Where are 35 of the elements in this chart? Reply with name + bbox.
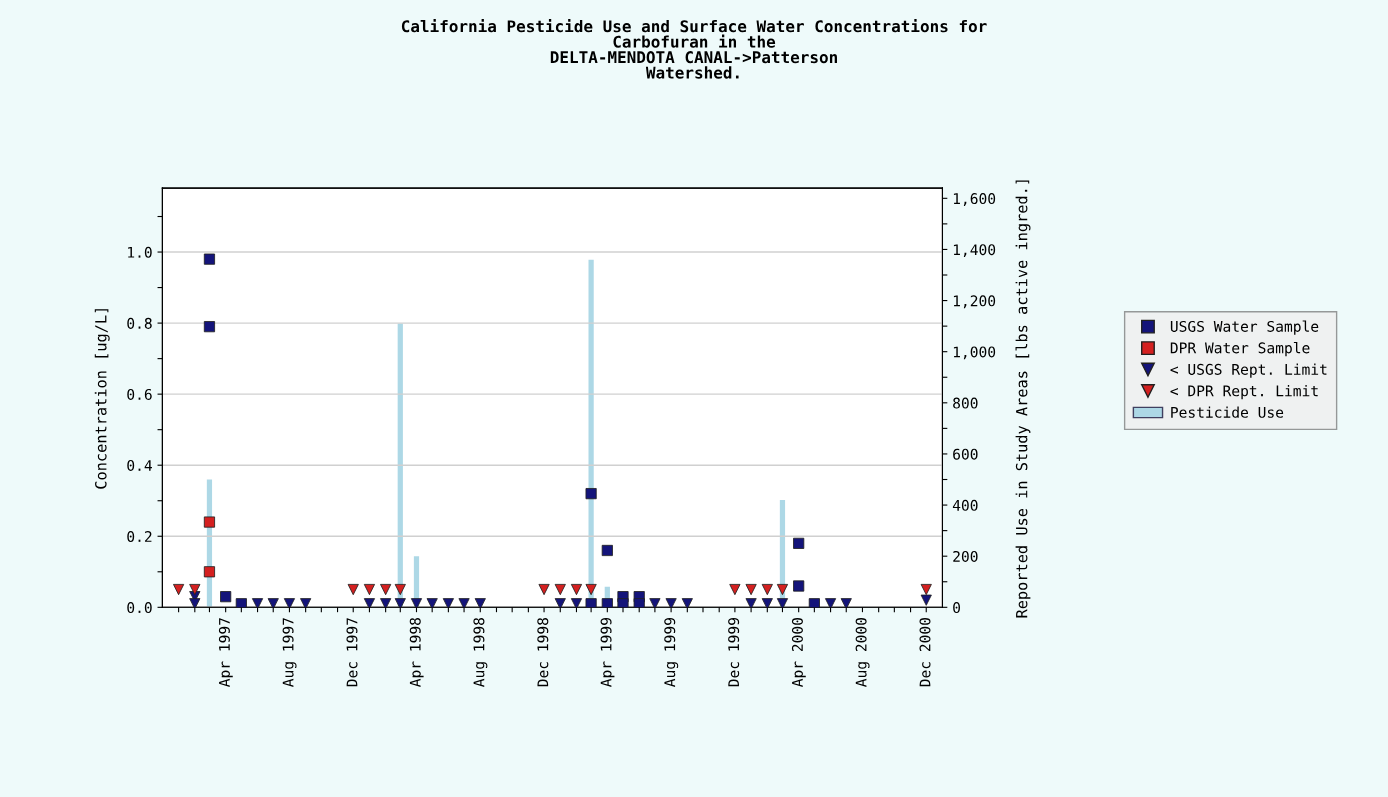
y2-tick-label: 0: [953, 602, 961, 614]
legend-label: < DPR Rept. Limit: [1170, 385, 1318, 400]
y2-tick-label: 400: [952, 499, 978, 511]
y2-tick-label: 1,000: [953, 346, 996, 360]
x-tick-label: Aug 1997: [282, 618, 297, 688]
x-tick-label: Apr 2000: [791, 617, 806, 688]
chart-title: California Pesticide Use and Surface Water Concentrations for Carbofuran in the DELTA-MENDOTA CANAL->Patterson Watershed.: [401, 19, 987, 79]
x-tick-label: Aug 2000: [855, 617, 870, 688]
x-tick-label: Dec 1997: [346, 618, 358, 687]
x-tick-label: Dec 1999: [728, 618, 740, 687]
x-tick-label: Apr 1999: [600, 618, 615, 688]
y-tick-label: 0.2: [127, 531, 152, 543]
legend-label: DPR Water Sample: [1170, 342, 1310, 357]
legend-label: < USGS Rept. Limit: [1170, 363, 1327, 378]
y2-tick-label: 600: [953, 448, 978, 460]
y2-tick-label: 200: [953, 550, 978, 562]
y-tick-label: 1.0: [128, 246, 152, 258]
x-tick-label: Dec 1998: [537, 617, 549, 687]
legend-label: USGS Water Sample: [1170, 320, 1319, 335]
y-tick-label: 0.6: [127, 388, 152, 400]
x-tick-label: Dec 2000: [919, 617, 931, 687]
x-tick-label: Apr 1998: [409, 617, 424, 688]
y2-tick-label: 1,600: [953, 193, 996, 206]
x-tick-label: Aug 1998: [473, 617, 488, 688]
x-tick-label: Apr 1997: [218, 618, 233, 688]
y-tick-label: 0.4: [127, 459, 152, 471]
y2-tick-label: 1,200: [953, 295, 996, 309]
y2-tick-label: 800: [953, 397, 978, 409]
y2-tick-label: 1,400: [953, 244, 996, 258]
x-tick-label: Aug 1999: [664, 618, 679, 688]
y2-axis-title: Reported Use in Study Areas [lbs active ingred.]: [1015, 180, 1031, 618]
y-axis-title: Concentration [ug/L]: [94, 309, 110, 489]
legend-label: Pesticide Use: [1171, 406, 1284, 418]
y-tick-label: 0.8: [127, 317, 152, 329]
y-tick-label: 0.0: [127, 602, 152, 614]
